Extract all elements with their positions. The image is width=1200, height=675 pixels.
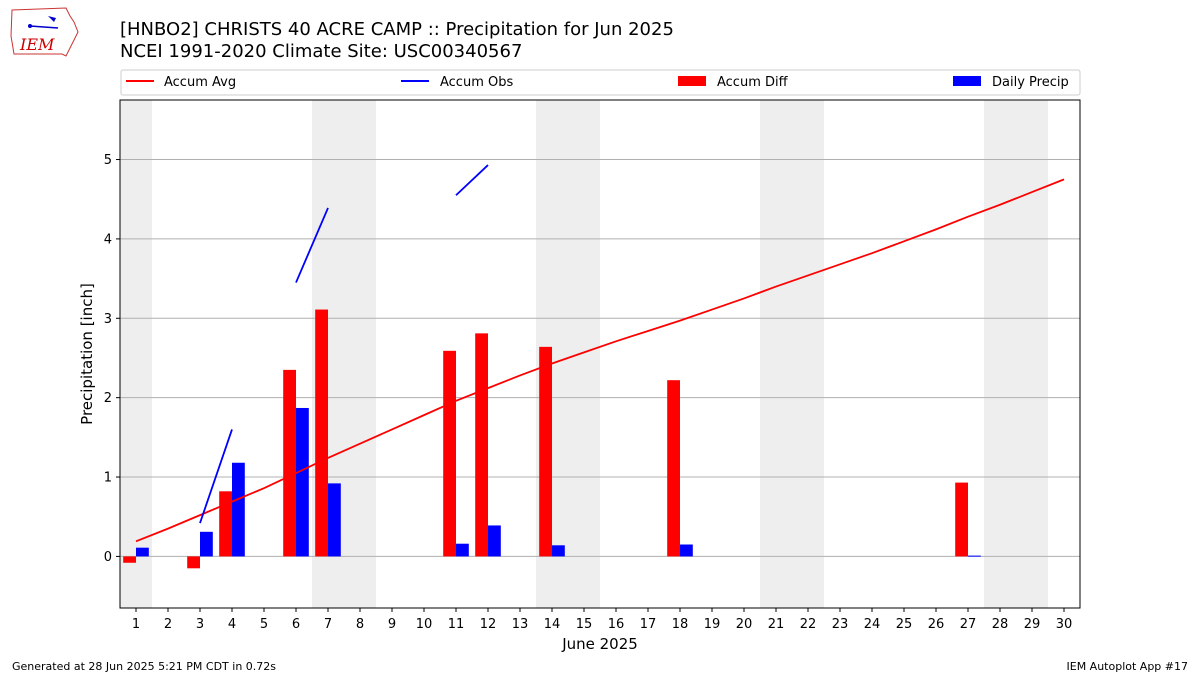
x-tick-label-6: 6 <box>292 617 300 632</box>
legend-frame <box>120 69 1081 96</box>
accum-diff-bar-3 <box>187 556 200 569</box>
bar-series <box>123 309 981 569</box>
legend-label-accum-avg: Accum Avg <box>164 75 236 90</box>
daily-precip-bar-3 <box>200 531 213 557</box>
x-tick-label-12: 12 <box>480 617 497 632</box>
daily-precip-bar-11 <box>456 543 469 557</box>
x-tick-label-21: 21 <box>768 617 785 632</box>
chart-title: [HNBO2] CHRISTS 40 ACRE CAMP :: Precipit… <box>120 19 674 40</box>
x-tick-label-27: 27 <box>960 617 977 632</box>
x-tick-label-1: 1 <box>132 617 140 632</box>
daily-precip-bar-27 <box>968 555 981 557</box>
x-tick-label-16: 16 <box>608 617 625 632</box>
x-tick-label-20: 20 <box>736 617 753 632</box>
accum-avg-line <box>135 178 1065 543</box>
y-tick-label-5: 5 <box>104 153 112 168</box>
x-axis-ticks: 1 2 3 4 5 6 7 8 9 10 11 12 13 14 15 16 17 18 19 20 21 22 23 24 2… <box>132 608 1072 632</box>
x-tick-label-19: 19 <box>704 617 721 632</box>
x-tick-label-28: 28 <box>992 617 1009 632</box>
daily-precip-bar-14 <box>552 545 565 557</box>
logo-text: IEM <box>19 35 55 54</box>
accum-diff-bar-7 <box>315 309 328 557</box>
x-tick-label-3: 3 <box>196 617 204 632</box>
x-tick-label-26: 26 <box>928 617 945 632</box>
daily-precip-bar-12 <box>488 525 501 557</box>
plot-frame <box>119 99 1081 609</box>
accum-obs-segment-0 <box>199 429 233 524</box>
weekend-band-3 <box>760 100 824 608</box>
accum-diff-bar-14 <box>539 346 552 557</box>
x-tick-label-11: 11 <box>448 617 465 632</box>
y-tick-label-2: 2 <box>104 391 112 406</box>
legend-label-accum-obs: Accum Obs <box>440 75 513 90</box>
x-tick-label-23: 23 <box>832 617 849 632</box>
x-tick-label-5: 5 <box>260 617 268 632</box>
accum-diff-bar-4 <box>219 491 232 557</box>
x-tick-label-13: 13 <box>512 617 529 632</box>
x-tick-label-24: 24 <box>864 617 881 632</box>
line-series <box>135 164 1065 543</box>
legend-swatch-daily-precip <box>953 76 981 86</box>
x-tick-label-14: 14 <box>544 617 561 632</box>
weekend-shading <box>120 100 1048 608</box>
accum-obs-segment-1 <box>295 207 329 283</box>
x-tick-label-30: 30 <box>1056 617 1073 632</box>
y-axis-ticks: 0 1 2 3 4 5 <box>104 153 120 565</box>
x-tick-label-29: 29 <box>1024 617 1041 632</box>
weather-line-icon <box>29 25 59 29</box>
x-tick-label-18: 18 <box>672 617 689 632</box>
x-tick-label-9: 9 <box>388 617 396 632</box>
weekend-band-0 <box>120 100 152 608</box>
y-tick-label-4: 4 <box>104 232 112 247</box>
x-tick-label-17: 17 <box>640 617 657 632</box>
y-tick-label-3: 3 <box>104 312 112 327</box>
weekend-band-4 <box>984 100 1048 608</box>
accum-diff-bar-11 <box>443 350 456 557</box>
x-tick-label-8: 8 <box>356 617 364 632</box>
chart-subtitle: NCEI 1991-2020 Climate Site: USC00340567 <box>120 41 522 62</box>
daily-precip-bar-4 <box>232 462 245 557</box>
x-tick-label-22: 22 <box>800 617 817 632</box>
daily-precip-bar-1 <box>136 547 149 557</box>
x-tick-label-25: 25 <box>896 617 913 632</box>
accum-diff-bar-12 <box>475 333 488 557</box>
generated-timestamp: Generated at 28 Jun 2025 5:21 PM CDT in … <box>12 660 277 673</box>
accum-diff-bar-6 <box>283 369 296 557</box>
accum-diff-bar-18 <box>667 380 680 557</box>
x-tick-label-2: 2 <box>164 617 172 632</box>
daily-precip-bar-6 <box>296 407 309 557</box>
x-tick-label-15: 15 <box>576 617 593 632</box>
legend-label-accum-diff: Accum Diff <box>717 75 789 90</box>
y-tick-label-0: 0 <box>104 550 112 565</box>
legend-label-daily-precip: Daily Precip <box>992 75 1069 90</box>
y-tick-label-1: 1 <box>104 471 112 486</box>
x-tick-label-10: 10 <box>416 617 433 632</box>
x-tick-label-4: 4 <box>228 617 236 632</box>
daily-precip-bar-7 <box>328 483 341 557</box>
legend-swatch-accum-diff <box>678 76 706 86</box>
accum-obs-segment-2 <box>455 164 489 196</box>
y-axis-label: Precipitation [inch] <box>78 283 96 425</box>
grid-lines <box>120 159 1080 557</box>
accum-diff-bar-1 <box>123 556 136 563</box>
app-credit: IEM Autoplot App #17 <box>1066 660 1189 673</box>
legend: Accum Avg Accum Obs Accum Diff Daily Pre… <box>120 69 1081 96</box>
iem-logo: IEM <box>10 7 79 57</box>
daily-precip-bar-18 <box>680 544 693 557</box>
iowa-outline-icon <box>10 7 79 57</box>
x-tick-label-7: 7 <box>324 617 332 632</box>
weather-flag-icon <box>48 16 56 22</box>
x-axis-label: June 2025 <box>561 635 638 653</box>
accum-diff-bar-27 <box>955 482 968 557</box>
